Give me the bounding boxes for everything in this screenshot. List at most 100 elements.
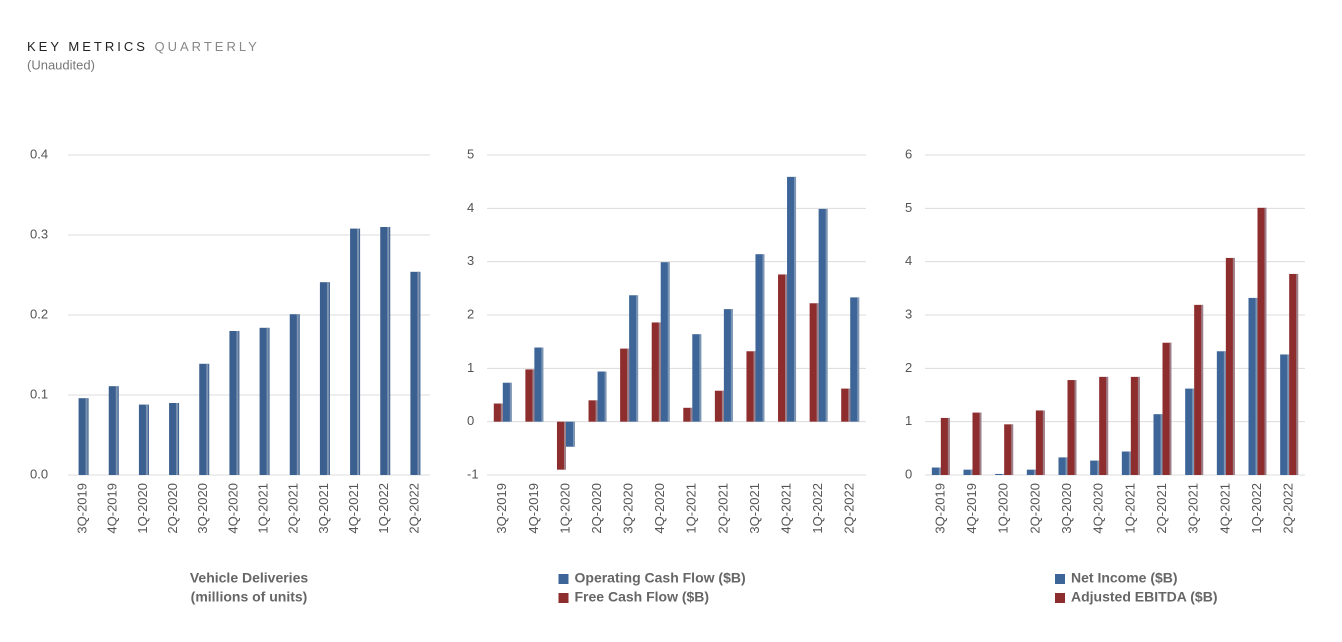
x-tick-label: 3Q-2019 bbox=[494, 483, 509, 534]
bar-cap bbox=[296, 314, 299, 475]
legend-label: Free Cash Flow ($B) bbox=[575, 589, 710, 605]
bar-cap bbox=[1137, 376, 1140, 475]
x-tick-label: 2Q-2020 bbox=[1027, 483, 1042, 534]
bar bbox=[410, 271, 421, 475]
bar-cap bbox=[947, 417, 950, 475]
bar-cap bbox=[825, 208, 828, 422]
x-tick-label: 2Q-2021 bbox=[286, 483, 301, 534]
x-tick-label: 1Q-2022 bbox=[1249, 483, 1264, 534]
bar-cap bbox=[326, 282, 329, 475]
bar bbox=[1185, 388, 1195, 475]
x-tick-label: 3Q-2021 bbox=[747, 483, 762, 534]
y-tick-label: 5 bbox=[467, 146, 474, 161]
bar-cap bbox=[1106, 376, 1109, 475]
x-tick-label: 4Q-2021 bbox=[346, 483, 361, 534]
bar-cap bbox=[145, 404, 148, 475]
y-tick-label: 2 bbox=[905, 360, 912, 375]
bar-cap bbox=[1223, 351, 1226, 475]
x-tick-label: 1Q-2020 bbox=[135, 483, 150, 534]
x-tick-label: 3Q-2019 bbox=[932, 483, 947, 534]
header-title: KEY METRICS QUARTERLY bbox=[27, 39, 260, 54]
title-light: QUARTERLY bbox=[155, 39, 260, 54]
bar bbox=[620, 348, 630, 422]
x-tick-label: 4Q-2021 bbox=[1217, 483, 1232, 534]
bar bbox=[651, 322, 661, 422]
bar-cap bbox=[658, 322, 661, 422]
title-bold: KEY METRICS bbox=[27, 39, 148, 54]
bar-cap bbox=[1128, 451, 1131, 475]
bar bbox=[380, 227, 391, 475]
y-tick-label: 5 bbox=[905, 200, 912, 215]
y-tick-label: 0.2 bbox=[30, 306, 48, 321]
x-tick-label: 4Q-2019 bbox=[105, 483, 120, 534]
legend-label: Operating Cash Flow ($B) bbox=[575, 570, 746, 586]
bar bbox=[850, 297, 860, 422]
bar bbox=[1280, 354, 1290, 475]
x-tick-label: 4Q-2020 bbox=[652, 483, 667, 534]
bar-cap bbox=[785, 274, 788, 422]
bar-cap bbox=[762, 254, 765, 422]
bar bbox=[1090, 460, 1100, 475]
bar bbox=[1248, 297, 1258, 475]
x-tick-label: 3Q-2020 bbox=[621, 483, 636, 534]
bar bbox=[199, 363, 210, 475]
y-tick-label: 2 bbox=[467, 306, 474, 321]
y-tick-label: 4 bbox=[905, 253, 912, 268]
x-tick-label: 3Q-2021 bbox=[1186, 483, 1201, 534]
y-tick-label: 1 bbox=[905, 413, 912, 428]
x-tick-label: 2Q-2022 bbox=[406, 483, 421, 534]
y-tick-label: -1 bbox=[467, 466, 479, 481]
y-tick-label: 0.1 bbox=[30, 386, 48, 401]
legend-swatch bbox=[1055, 593, 1065, 603]
bar-cap bbox=[387, 227, 390, 475]
bar-cap bbox=[1287, 354, 1290, 475]
y-tick-label: 4 bbox=[467, 200, 474, 215]
bar bbox=[1289, 273, 1299, 475]
bar-cap bbox=[1192, 388, 1195, 475]
bar-cap bbox=[236, 331, 239, 475]
bar-cap bbox=[595, 400, 598, 422]
bar-cap bbox=[627, 348, 630, 422]
bar bbox=[169, 403, 180, 475]
bar-cap bbox=[500, 403, 503, 422]
bar-cap bbox=[115, 386, 118, 475]
bar-cap bbox=[699, 334, 702, 422]
bar-cap bbox=[848, 388, 851, 422]
bar-cap bbox=[532, 369, 535, 422]
bar bbox=[289, 314, 300, 475]
bar-cap bbox=[979, 412, 982, 475]
x-tick-label: 4Q-2019 bbox=[526, 483, 541, 534]
bar bbox=[319, 282, 330, 475]
bar bbox=[692, 334, 702, 422]
bar-cap bbox=[1160, 414, 1163, 475]
bar-cap bbox=[667, 262, 670, 422]
y-tick-label: 0.4 bbox=[30, 146, 48, 161]
bar bbox=[818, 208, 828, 422]
bar-cap bbox=[1232, 257, 1235, 475]
x-tick-label: 3Q-2021 bbox=[316, 483, 331, 534]
bar bbox=[597, 371, 607, 422]
bar-cap bbox=[1033, 469, 1036, 475]
x-tick-label: 1Q-2022 bbox=[810, 483, 825, 534]
bar bbox=[1153, 414, 1163, 475]
bar-cap bbox=[572, 421, 575, 447]
bar-cap bbox=[794, 176, 797, 422]
bar-cap bbox=[417, 271, 420, 475]
y-tick-label: 0.0 bbox=[30, 466, 48, 481]
x-tick-label: 1Q-2022 bbox=[376, 483, 391, 534]
bar-cap bbox=[1169, 342, 1172, 475]
bar bbox=[714, 390, 724, 422]
legend-label: Net Income ($B) bbox=[1071, 570, 1178, 586]
bar bbox=[683, 407, 693, 422]
bar bbox=[1225, 257, 1235, 475]
y-tick-label: 3 bbox=[467, 253, 474, 268]
bar bbox=[502, 382, 512, 422]
x-tick-label: 3Q-2019 bbox=[75, 483, 90, 534]
bar bbox=[565, 421, 575, 447]
bar bbox=[1099, 376, 1109, 475]
bar-cap bbox=[1255, 297, 1258, 475]
bar-cap bbox=[1065, 457, 1068, 475]
bar bbox=[629, 295, 639, 422]
bar-cap bbox=[1074, 380, 1077, 475]
